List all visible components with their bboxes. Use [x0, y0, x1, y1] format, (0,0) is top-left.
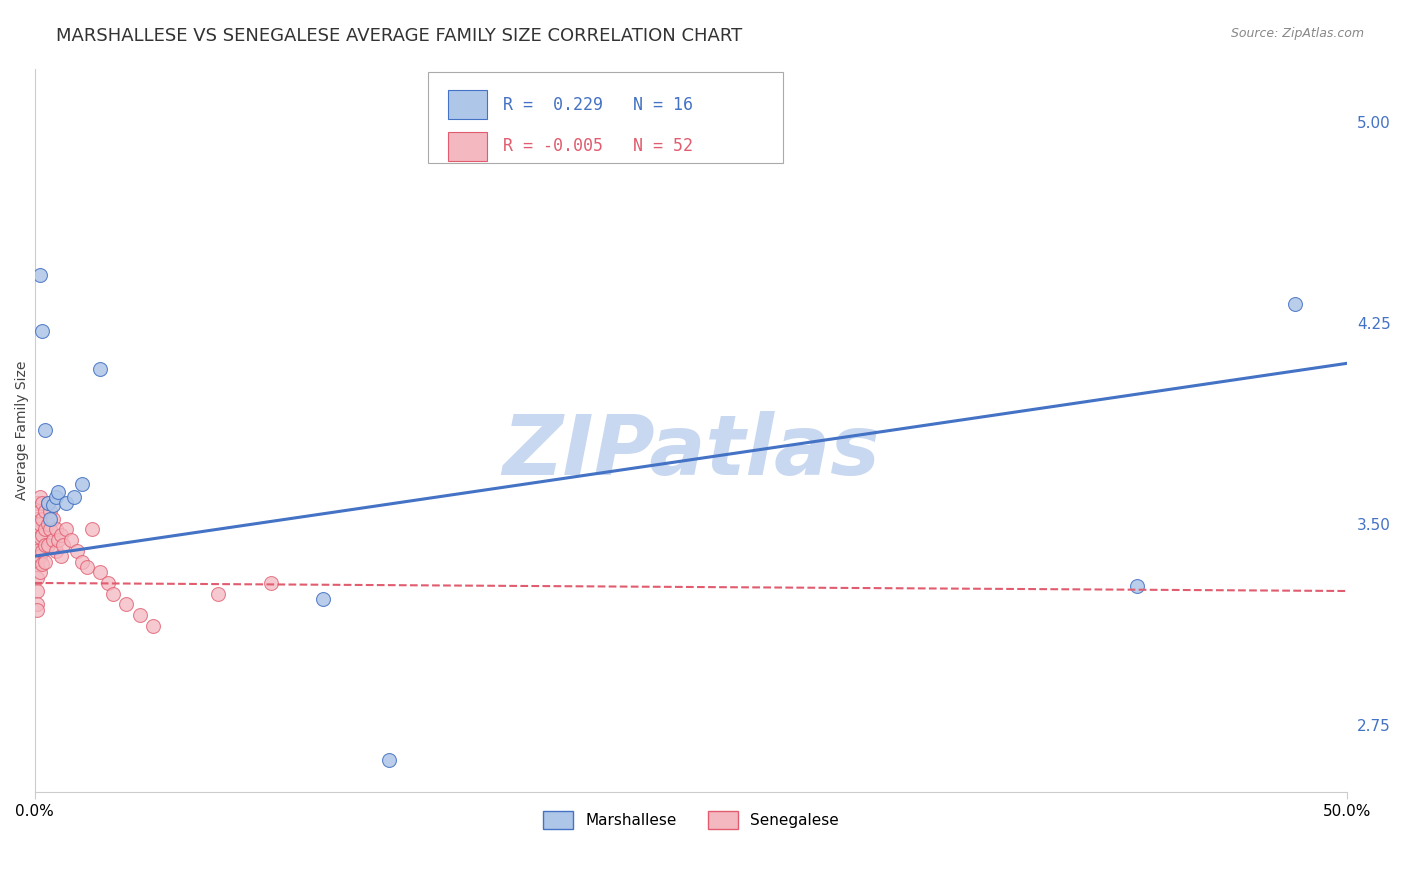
Point: [378, 753, 401, 767]
Point: [260, 576, 283, 591]
Point: [63, 490, 86, 504]
Point: [1284, 297, 1306, 311]
Point: [28, 530, 51, 544]
Point: [46, 484, 69, 499]
Point: [31, 511, 53, 525]
Point: [45, 544, 67, 558]
Point: [1126, 579, 1149, 593]
Point: [37, 538, 59, 552]
Point: [42, 498, 65, 512]
Point: [31, 324, 53, 338]
Point: [70, 476, 93, 491]
Point: [25, 603, 48, 617]
Point: [39, 511, 62, 525]
Point: [37, 495, 59, 509]
Point: [31, 527, 53, 541]
Point: [34, 522, 56, 536]
Point: [25, 544, 48, 558]
Point: [128, 608, 150, 623]
Point: [25, 533, 48, 547]
FancyBboxPatch shape: [449, 90, 488, 120]
Point: [89, 361, 111, 376]
Point: [28, 549, 51, 564]
Text: ZIPatlas: ZIPatlas: [502, 411, 880, 492]
Point: [42, 533, 65, 547]
Point: [207, 587, 229, 601]
Point: [34, 503, 56, 517]
Point: [34, 538, 56, 552]
Point: [25, 558, 48, 572]
Point: [31, 495, 53, 509]
Point: [65, 544, 87, 558]
Point: [89, 566, 111, 580]
Point: [28, 566, 51, 580]
Point: [45, 522, 67, 536]
Point: [76, 560, 98, 574]
Point: [28, 516, 51, 531]
Point: [82, 522, 104, 536]
Point: [42, 511, 65, 525]
Point: [37, 495, 59, 509]
Point: [25, 584, 48, 599]
Point: [39, 522, 62, 536]
FancyBboxPatch shape: [429, 72, 783, 162]
Point: [142, 619, 165, 633]
Point: [25, 511, 48, 525]
Point: [31, 544, 53, 558]
Point: [34, 423, 56, 437]
Point: [37, 516, 59, 531]
Point: [49, 549, 72, 564]
Point: [25, 598, 48, 612]
Text: Source: ZipAtlas.com: Source: ZipAtlas.com: [1230, 27, 1364, 40]
Point: [45, 490, 67, 504]
Point: [28, 268, 51, 282]
Point: [60, 533, 83, 547]
Point: [49, 527, 72, 541]
Point: [55, 495, 77, 509]
Point: [25, 495, 48, 509]
Point: [103, 587, 125, 601]
Point: [34, 555, 56, 569]
FancyBboxPatch shape: [449, 132, 488, 161]
Point: [25, 522, 48, 536]
Point: [115, 598, 138, 612]
Text: R = -0.005   N = 52: R = -0.005 N = 52: [503, 137, 693, 155]
Point: [46, 533, 69, 547]
Text: MARSHALLESE VS SENEGALESE AVERAGE FAMILY SIZE CORRELATION CHART: MARSHALLESE VS SENEGALESE AVERAGE FAMILY…: [56, 27, 742, 45]
Point: [31, 558, 53, 572]
Point: [39, 503, 62, 517]
Point: [25, 571, 48, 585]
Text: R =  0.229   N = 16: R = 0.229 N = 16: [503, 95, 693, 114]
Point: [52, 538, 75, 552]
Point: [55, 522, 77, 536]
Point: [28, 490, 51, 504]
Point: [28, 503, 51, 517]
Legend: Marshallese, Senegalese: Marshallese, Senegalese: [537, 805, 845, 835]
Point: [97, 576, 120, 591]
Y-axis label: Average Family Size: Average Family Size: [15, 360, 30, 500]
Point: [70, 555, 93, 569]
Point: [312, 592, 335, 607]
